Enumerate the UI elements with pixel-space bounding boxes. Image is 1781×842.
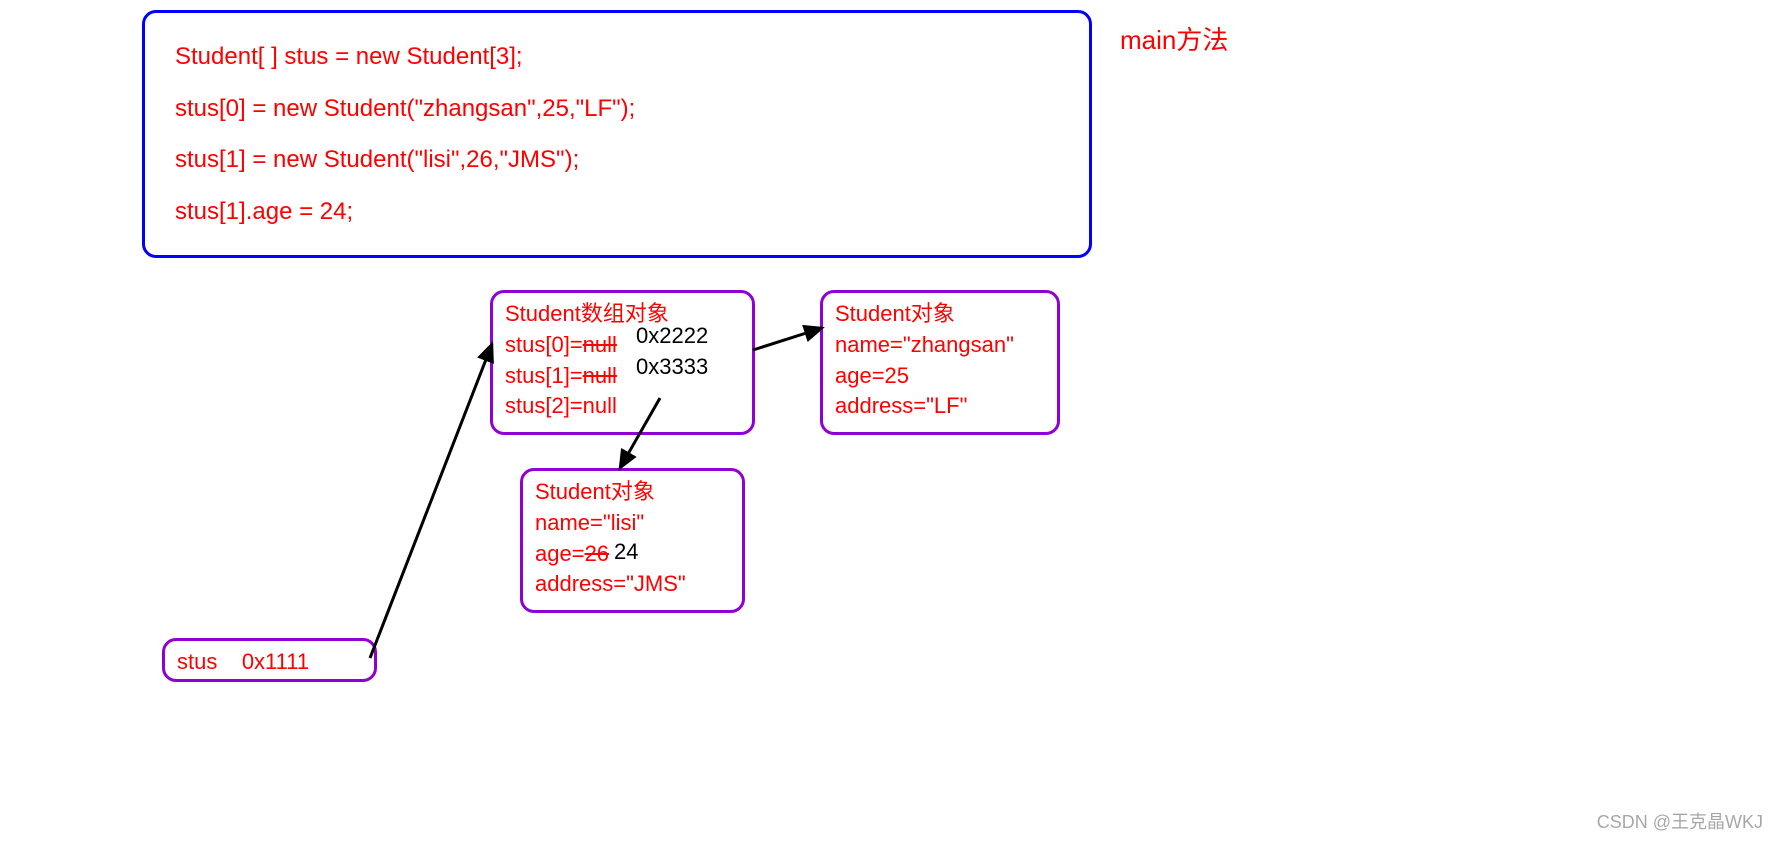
- watermark: CSDN @王克晶WKJ: [1597, 808, 1763, 834]
- var-name: stus: [177, 649, 217, 674]
- obj2-age-new: 24: [614, 537, 638, 568]
- code-line: stus[0] = new Student("zhangsan",25,"LF"…: [175, 83, 1059, 135]
- stack-var-stus: stus 0x1111: [162, 638, 377, 682]
- main-method-label: main方法: [1120, 20, 1228, 57]
- obj-title: Student对象: [835, 299, 1045, 330]
- student-object-1: Student对象 name="zhangsan" age=25 address…: [820, 290, 1060, 435]
- obj-field: name="lisi": [535, 508, 730, 539]
- code-line: Student[ ] stus = new Student[3];: [175, 31, 1059, 83]
- code-line: stus[1] = new Student("lisi",26,"JMS");: [175, 134, 1059, 186]
- code-block: Student[ ] stus = new Student[3]; stus[0…: [142, 10, 1092, 258]
- obj-field: address="LF": [835, 391, 1045, 422]
- obj-title: Student对象: [535, 477, 730, 508]
- var-addr: 0x1111: [242, 649, 309, 674]
- obj-field: address="JMS": [535, 569, 730, 600]
- obj-field: name="zhangsan": [835, 330, 1045, 361]
- obj-field: age=25: [835, 361, 1045, 392]
- array-cell: stus[2]=null: [505, 391, 740, 422]
- code-line: stus[1].age = 24;: [175, 186, 1059, 238]
- array-cell-new-0: 0x2222: [636, 321, 708, 352]
- array-cell-new-1: 0x3333: [636, 352, 708, 383]
- array-object: Student数组对象 stus[0]=null stus[1]=null st…: [490, 290, 755, 435]
